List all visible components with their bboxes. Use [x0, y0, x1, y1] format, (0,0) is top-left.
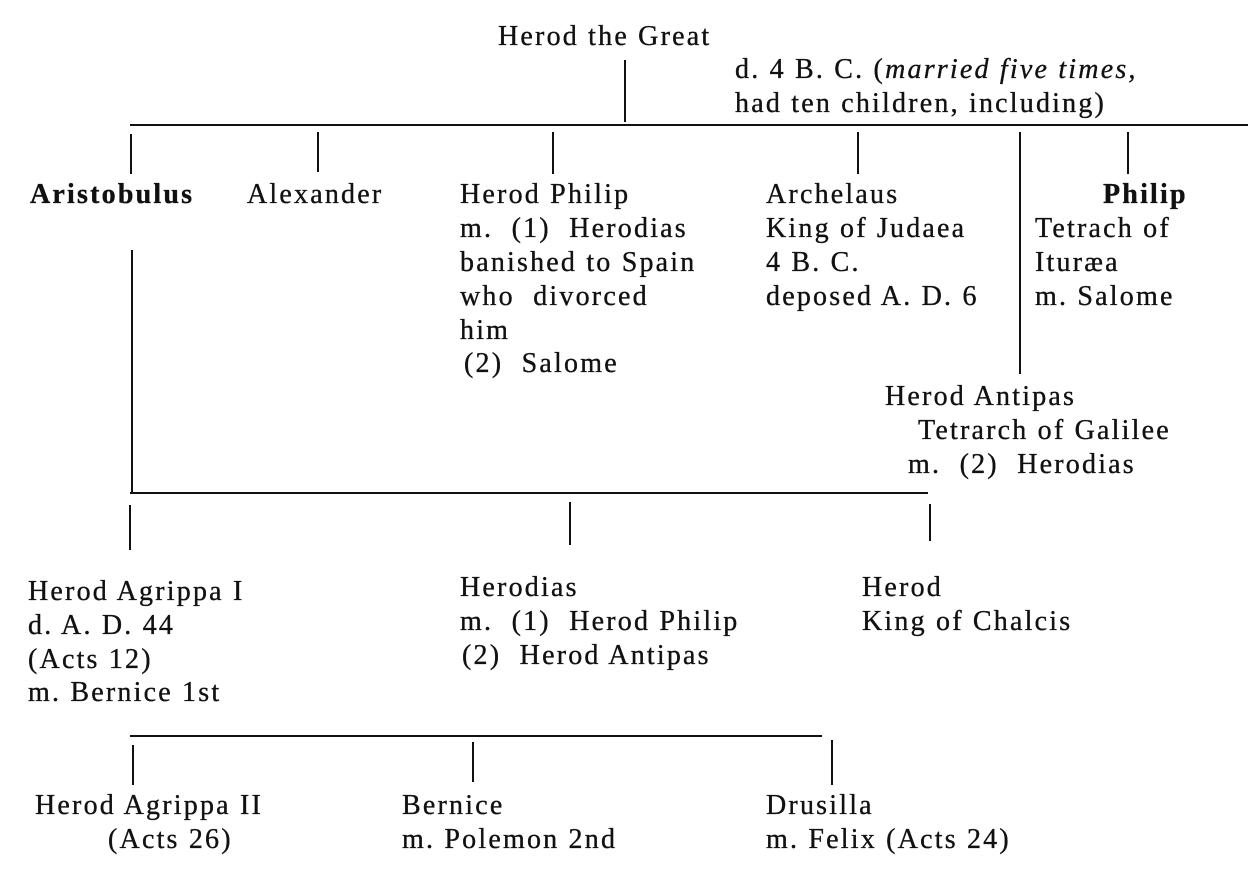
label: m. (1) Herod Philip [460, 606, 740, 637]
label: Philip [1103, 179, 1188, 210]
tick-herodias [569, 502, 571, 545]
label: Bernice [402, 790, 505, 821]
node-aristobulus: Aristobulus [30, 179, 195, 210]
root-connector [624, 60, 626, 122]
label: Drusilla [766, 790, 874, 821]
label: him [460, 315, 511, 346]
label: banished to Spain [460, 247, 697, 278]
label: m. (2) Herodias [908, 449, 1136, 480]
label: Herod Agrippa I [28, 576, 245, 607]
label: Herodias [460, 572, 579, 603]
gen3-bar [130, 735, 822, 737]
tick-herod-chalcis [929, 504, 931, 541]
line-herod-antipas [1019, 132, 1021, 374]
label: deposed A. D. 6 [766, 281, 979, 312]
label: m. Salome [1035, 281, 1175, 312]
line-aristobulus-down [131, 250, 133, 492]
label: King of Chalcis [862, 606, 1073, 637]
tick-drusilla [831, 740, 833, 785]
label: King of Judaea [766, 213, 967, 244]
label: m. Bernice 1st [28, 677, 222, 708]
label: Herod [862, 572, 943, 603]
tick-philip [1127, 132, 1129, 174]
gen1-bar [130, 124, 1248, 126]
root-herod-the-great: Herod the Great [498, 21, 712, 52]
root-note-line2: had ten children, including) [735, 88, 1107, 119]
label: Herod Agrippa II [35, 790, 264, 821]
label: m. Polemon 2nd [402, 824, 618, 855]
root-note-death: d. 4 B. C. ( [735, 54, 886, 85]
root-note-married: married five times, [885, 54, 1138, 85]
label: Ituræa [1035, 247, 1120, 278]
gen2-bar [130, 492, 928, 494]
tick-archelaus [857, 132, 859, 174]
tick-bernice [472, 742, 474, 782]
label: (Acts 26) [108, 824, 233, 855]
node-alexander: Alexander [247, 179, 384, 210]
tick-agrippa1 [129, 505, 131, 550]
label: Herod Philip [460, 179, 631, 210]
label: m. (1) Herodias [460, 213, 688, 244]
root-note-line1: d. 4 B. C. (married five times, [735, 53, 1138, 87]
label: Tetrarch of Galilee [918, 415, 1171, 446]
label: m. Felix (Acts 24) [766, 824, 1011, 855]
label: Archelaus [766, 179, 900, 210]
label: 4 B. C. [766, 247, 861, 278]
label: d. A. D. 44 [28, 610, 176, 641]
label: (2) Salome [464, 348, 619, 379]
label: Herod Antipas [885, 381, 1077, 412]
label: (2) Herod Antipas [462, 640, 711, 671]
tick-alexander [317, 132, 319, 172]
tick-herod-philip [552, 132, 554, 174]
tick-agrippa2 [132, 745, 134, 785]
label: Tetrach of [1035, 213, 1171, 244]
label: who divorced [460, 281, 649, 312]
tick-aristobulus [130, 134, 132, 174]
label: (Acts 12) [28, 644, 153, 675]
